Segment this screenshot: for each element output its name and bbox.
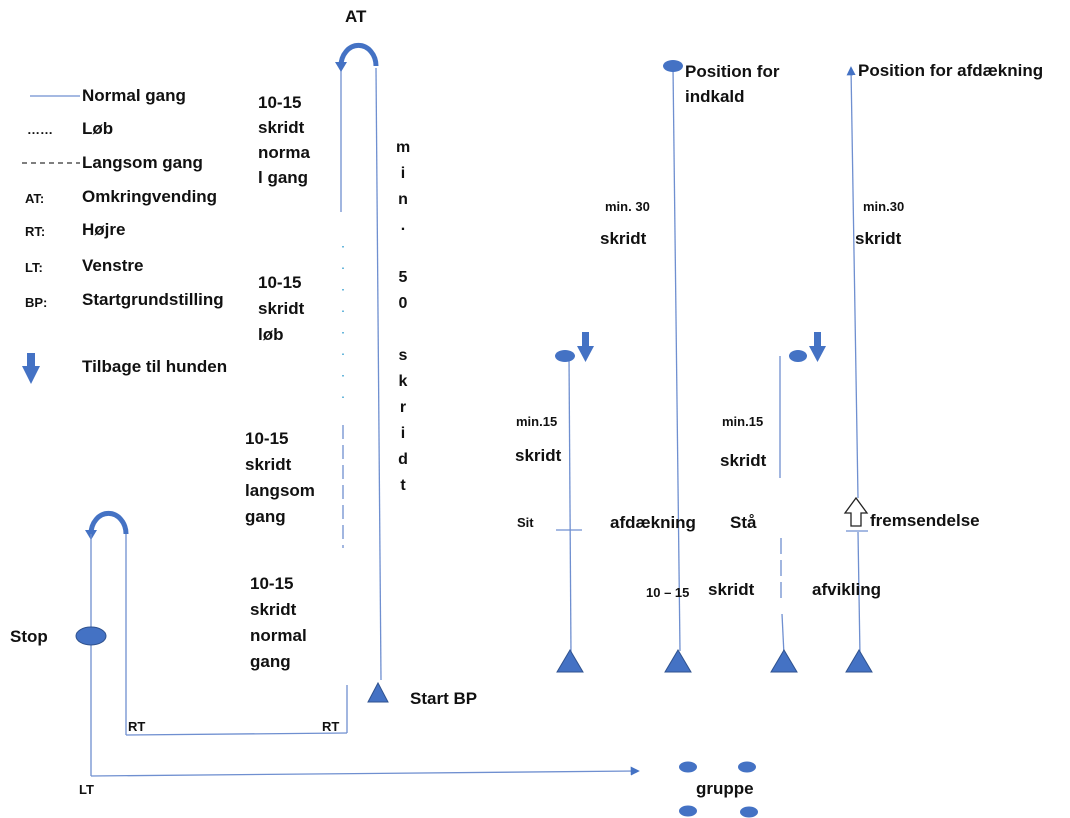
recall-skridt-label: skridt (600, 229, 647, 248)
recall-exercise (663, 60, 692, 673)
arrow-down-icon (577, 332, 594, 362)
legend-bp-label: Startgrundstilling (82, 290, 224, 309)
send-min-label: min.30 (863, 199, 905, 214)
course-line-to-group (90, 766, 640, 777)
segment-slow-label: 10-15 skridt langsom gang (245, 429, 315, 526)
legend-lt-label: Venstre (82, 256, 144, 275)
start-label: Start BP (410, 689, 478, 708)
legend-at-label: Omkringvending (82, 187, 218, 206)
legend-slow-label: Langsom gang (82, 153, 203, 172)
shared-distance-label: 10 – 15 (646, 585, 690, 600)
legend-bp-symbol: BP: (25, 295, 48, 310)
sit-min-label: min.15 (516, 414, 558, 429)
sit-mark-label: Sit (517, 515, 534, 530)
recall-action-label: afdækning (610, 513, 696, 532)
legend-run-symbol: …… (27, 122, 53, 137)
stop-label: Stop (10, 627, 48, 646)
legend-rt-label: Højre (82, 220, 126, 239)
about-turn-arrow-left (88, 510, 129, 535)
send-position-label: Position for afdækning (858, 61, 1044, 80)
rt-label-right: RT (322, 719, 340, 734)
about-turn-arrow-top (338, 42, 379, 67)
recall-min-label: min. 30 (605, 199, 650, 214)
course-line-long (375, 67, 382, 681)
stand-mark-label: Stå (730, 513, 757, 532)
send-exercise (843, 66, 873, 673)
arrow-down-icon (22, 353, 40, 384)
legend-run-label: Løb (82, 119, 114, 138)
legend-lt-symbol: LT: (25, 260, 43, 275)
legend-back-label: Tilbage til hunden (82, 357, 228, 376)
about-turn-label: AT (345, 7, 367, 26)
lt-label: LT (79, 782, 94, 797)
arrow-down-icon (809, 332, 826, 362)
recall-position-label: Position for indkald (685, 62, 780, 106)
course-line-bottom (125, 732, 348, 736)
min-50-vertical-label: m i n . 5 0 s k r i d t (396, 139, 411, 494)
legend-at-symbol: AT: (25, 191, 45, 206)
segment-normal-2-label: 10-15 skridt normal gang (250, 574, 307, 671)
shared-distance-unit-label: skridt (708, 580, 755, 599)
group-dots (679, 761, 758, 818)
segment-run-label: 10-15 skridt løb (258, 273, 305, 344)
shared-action-label: afvikling (812, 580, 881, 599)
sit-skridt-label: skridt (515, 446, 562, 465)
stand-exercise (770, 332, 826, 673)
start-triangle (367, 681, 389, 703)
stop-marker (75, 626, 107, 646)
rt-label-left: RT (128, 719, 146, 734)
stand-min-label: min.15 (722, 414, 764, 429)
segment-normal-1-label: 10-15 skridt norma l gang (258, 93, 310, 187)
group-label: gruppe (696, 779, 754, 798)
arrow-up-outline-icon (843, 496, 869, 527)
stand-skridt-label: skridt (720, 451, 767, 470)
legend-rt-symbol: RT: (25, 224, 46, 239)
send-skridt-label: skridt (855, 229, 902, 248)
send-action-label: fremsendelse (870, 511, 980, 530)
sit-exercise (555, 332, 594, 673)
legend-normal-label: Normal gang (82, 86, 186, 105)
